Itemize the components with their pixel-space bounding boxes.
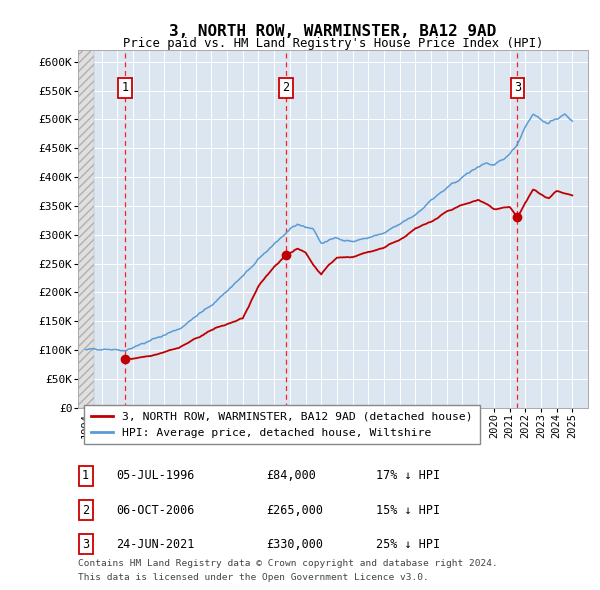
Bar (78, 50, 94, 408)
Text: 2: 2 (82, 503, 89, 517)
Text: 3: 3 (82, 537, 89, 550)
Text: Price paid vs. HM Land Registry's House Price Index (HPI): Price paid vs. HM Land Registry's House … (123, 37, 543, 50)
Text: 1: 1 (82, 470, 89, 483)
Text: This data is licensed under the Open Government Licence v3.0.: This data is licensed under the Open Gov… (78, 573, 429, 582)
Text: 15% ↓ HPI: 15% ↓ HPI (376, 503, 440, 517)
Text: Contains HM Land Registry data © Crown copyright and database right 2024.: Contains HM Land Registry data © Crown c… (78, 559, 498, 568)
Legend: 3, NORTH ROW, WARMINSTER, BA12 9AD (detached house), HPI: Average price, detache: 3, NORTH ROW, WARMINSTER, BA12 9AD (deta… (83, 405, 480, 444)
Text: £265,000: £265,000 (266, 503, 324, 517)
Text: £330,000: £330,000 (266, 537, 324, 550)
Text: 2: 2 (283, 81, 289, 94)
Text: 1: 1 (122, 81, 128, 94)
Text: 25% ↓ HPI: 25% ↓ HPI (376, 537, 440, 550)
Text: 06-OCT-2006: 06-OCT-2006 (116, 503, 194, 517)
Text: 05-JUL-1996: 05-JUL-1996 (116, 470, 194, 483)
Text: 24-JUN-2021: 24-JUN-2021 (116, 537, 194, 550)
Text: £84,000: £84,000 (266, 470, 317, 483)
Text: 3, NORTH ROW, WARMINSTER, BA12 9AD: 3, NORTH ROW, WARMINSTER, BA12 9AD (169, 24, 497, 38)
Text: 17% ↓ HPI: 17% ↓ HPI (376, 470, 440, 483)
Text: 3: 3 (514, 81, 521, 94)
